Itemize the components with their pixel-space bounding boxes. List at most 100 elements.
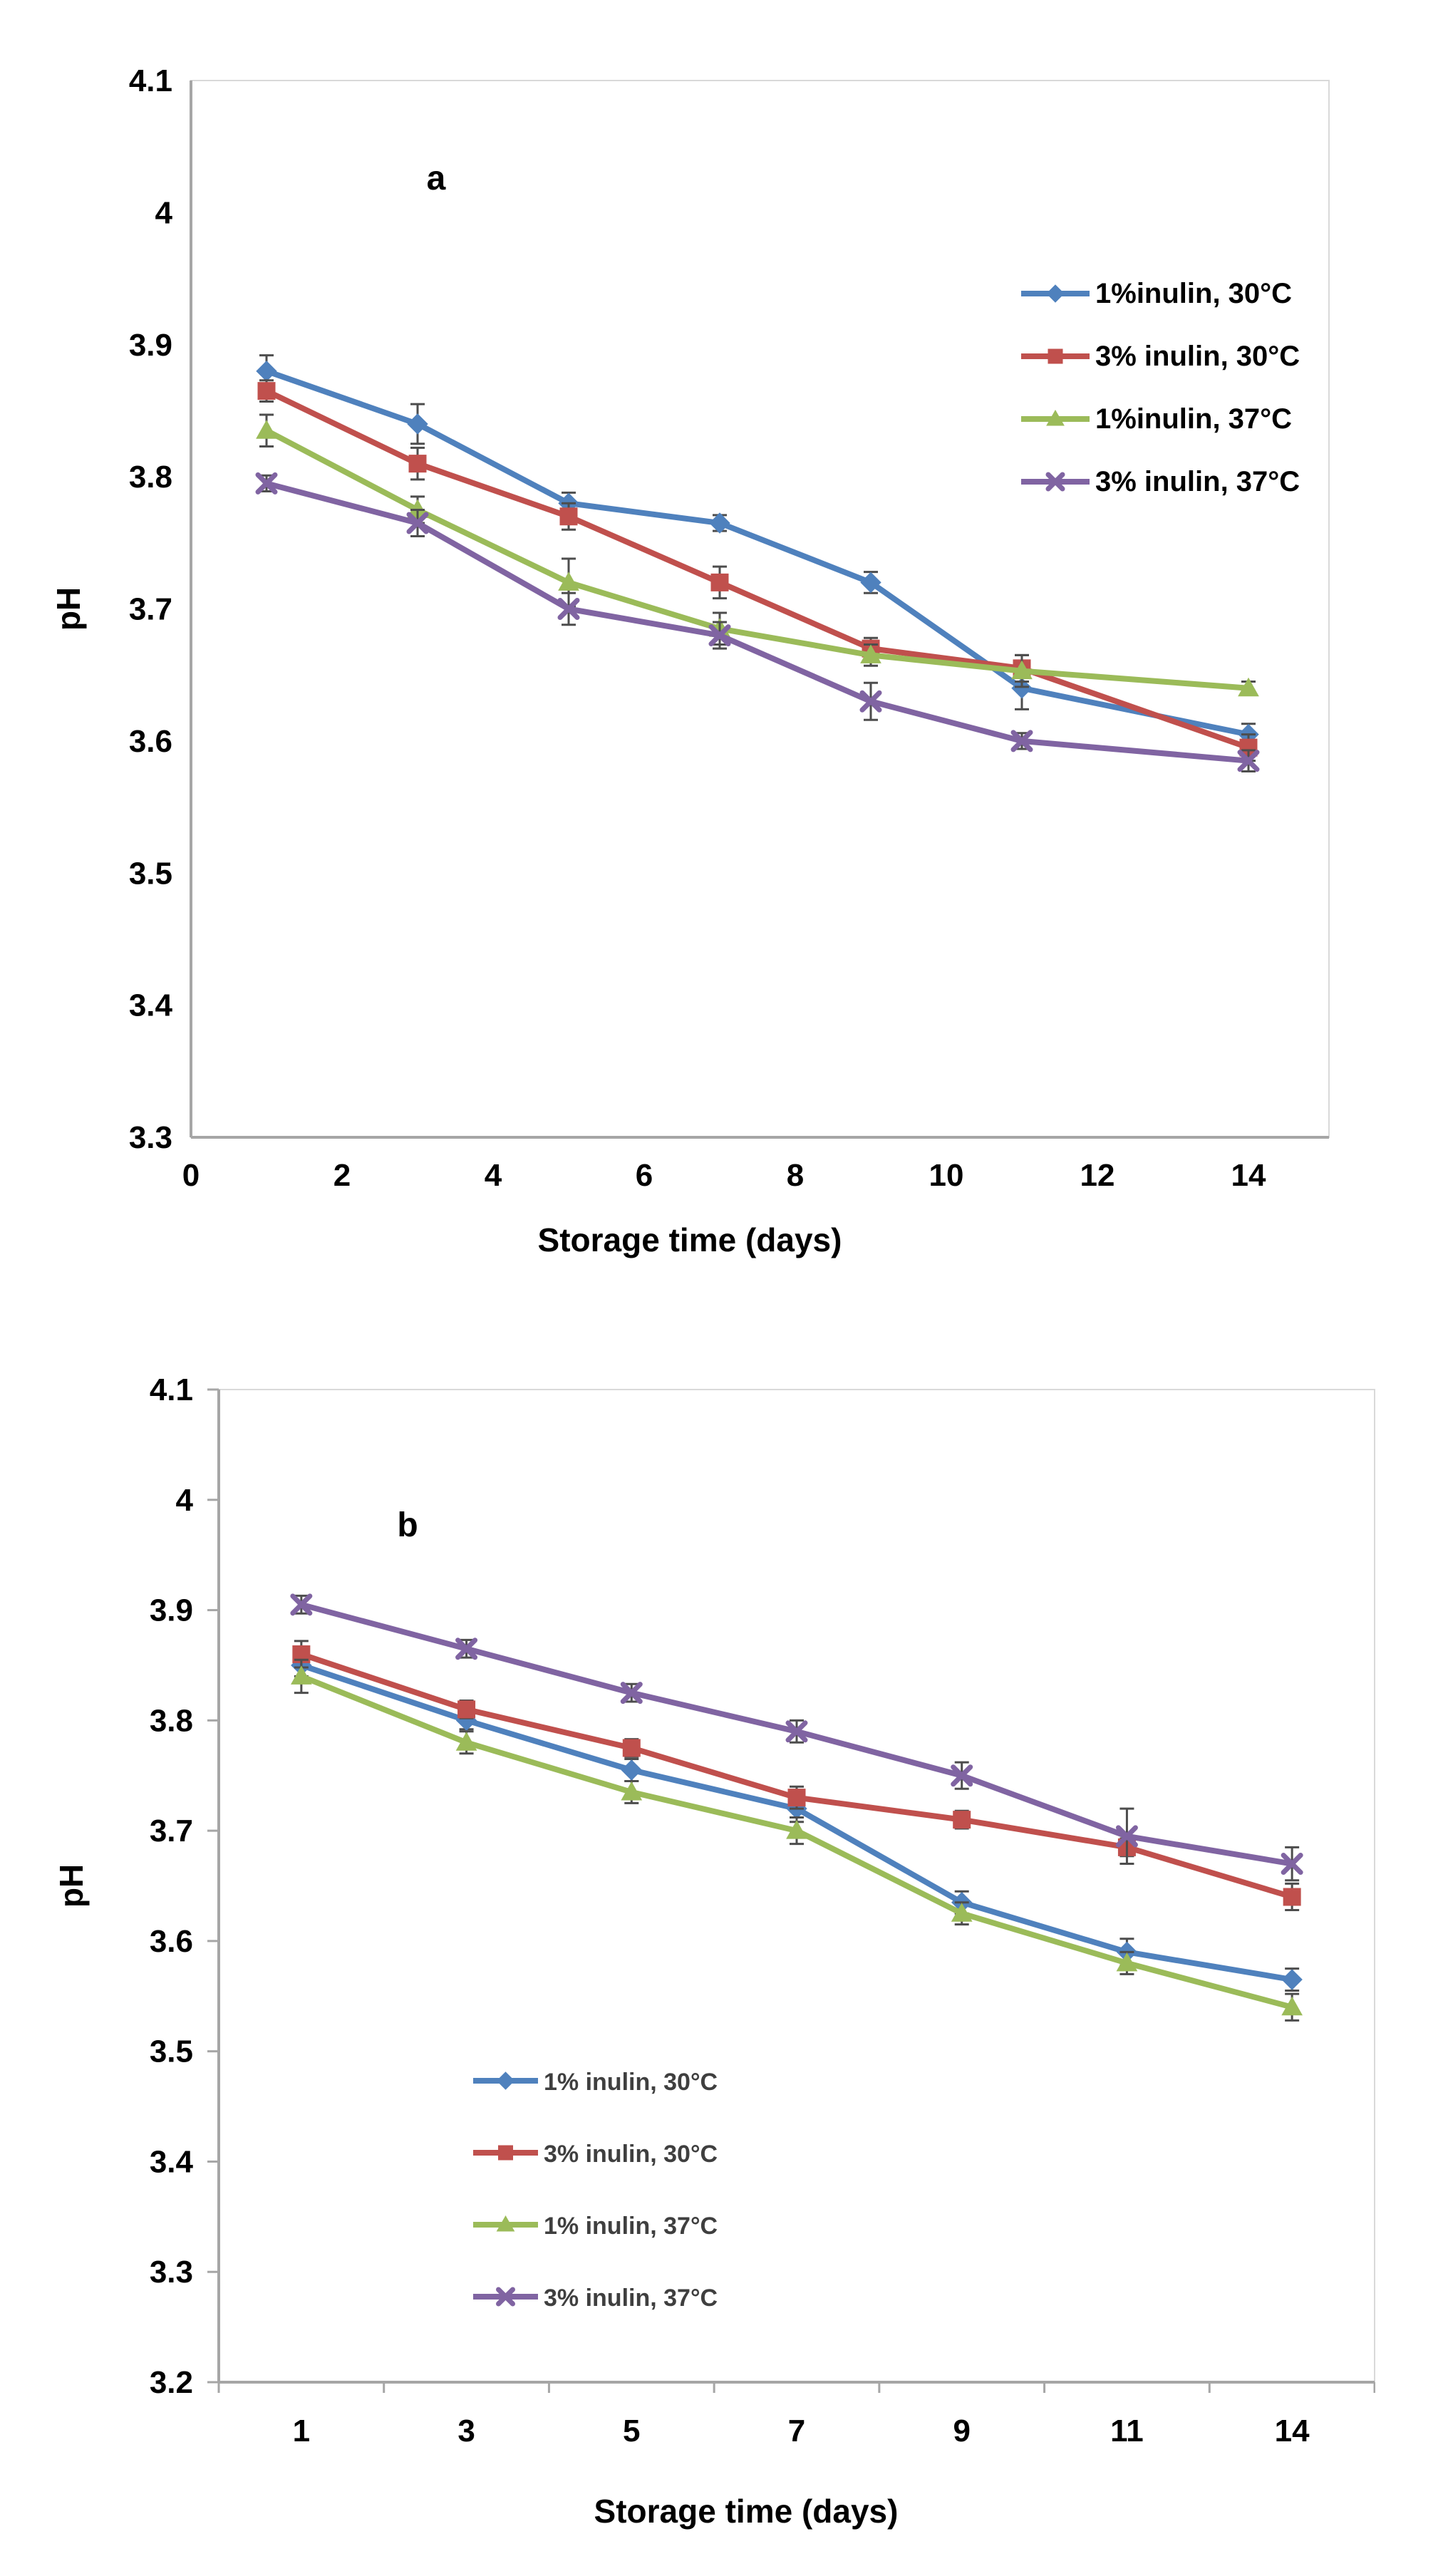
legend-item-label: 3% inulin, 30°C <box>1095 341 1300 372</box>
y-tick-label: 4 <box>155 195 173 230</box>
legend-marker <box>1046 284 1065 303</box>
series-marker <box>1116 1952 1138 1972</box>
y-tick-label: 3.3 <box>150 2255 193 2290</box>
series-marker <box>256 420 277 439</box>
series-marker <box>1281 1853 1303 1876</box>
y-tick-label: 3.7 <box>129 592 172 627</box>
series-marker <box>786 1820 807 1839</box>
chart-a: 3.3 3.4 3.5 3.6 3.7 3.8 3.9 4 4.1 0 2 4 6 8 10 12 14 Stor… <box>36 20 1375 1292</box>
x-tick-label: 10 <box>929 1158 964 1193</box>
series-marker <box>1237 750 1260 772</box>
legend-item-label: 3% inulin, 30°C <box>544 2141 718 2168</box>
y-tick-label: 4.1 <box>129 63 172 98</box>
series-marker <box>407 413 428 435</box>
y-tick-label: 3.9 <box>129 328 172 363</box>
y-tick-label: 3.5 <box>150 2034 193 2069</box>
series-marker <box>1283 1888 1301 1906</box>
y-tick-label: 3.9 <box>150 1593 193 1628</box>
legend-marker <box>496 2215 515 2232</box>
series-marker <box>290 1593 313 1616</box>
y-tick-label: 3.3 <box>129 1120 172 1155</box>
x-tick-label: 14 <box>1231 1158 1266 1193</box>
x-tick-label: 8 <box>787 1158 804 1193</box>
series-marker <box>709 512 730 534</box>
series-marker <box>408 455 427 473</box>
y-tick-label: 3.7 <box>150 1814 193 1848</box>
series-marker <box>708 624 731 647</box>
panel-label: a <box>427 160 446 197</box>
x-tick-label: 12 <box>1080 1158 1115 1193</box>
x-tick-label: 7 <box>788 2414 805 2448</box>
series-marker <box>557 598 580 620</box>
series-marker <box>1281 1996 1303 2016</box>
series-marker <box>457 1700 476 1719</box>
y-tick-label: 3.6 <box>150 1924 193 1959</box>
series-marker <box>621 1781 643 1801</box>
plot-border <box>218 1389 1375 2383</box>
x-tick-label: 11 <box>1110 2414 1144 2448</box>
series-line <box>298 1651 1295 1900</box>
x-tick-label: 4 <box>485 1158 502 1193</box>
series-marker <box>859 690 882 713</box>
y-tick-label: 3.4 <box>129 988 173 1023</box>
series-marker <box>1011 660 1033 680</box>
series-marker <box>787 1789 806 1807</box>
x-tick-label: 9 <box>953 2414 970 2448</box>
series-marker <box>953 1811 971 1829</box>
series-marker <box>785 1720 808 1743</box>
legend-marker <box>1046 409 1065 426</box>
legend-item-label: 3% inulin, 37°C <box>1095 466 1300 497</box>
series-marker <box>558 571 579 591</box>
series-marker <box>1011 678 1033 699</box>
series-marker <box>1238 677 1259 697</box>
y-tick-label: 4.1 <box>150 1372 193 1407</box>
x-tick-label: 5 <box>623 2414 640 2448</box>
y-tick-label: 3.6 <box>129 724 172 759</box>
y-tick-label: 4 <box>176 1483 194 1518</box>
series-marker <box>951 1903 973 1922</box>
x-tick-label: 3 <box>457 2414 475 2448</box>
chart-b-svg: 3.2 3.3 3.4 3.5 3.6 3.7 3.8 3.9 4 4.1 1 3 5 7 9 11 14 Sto… <box>53 1372 1376 2530</box>
x-tick-label: 1 <box>293 2414 310 2448</box>
legend-item-label: 1% inulin, 30°C <box>544 2069 718 2096</box>
y-axis-title: pH <box>50 587 87 631</box>
y-axis-title: pH <box>53 1864 90 1908</box>
legend-item-label: 1%inulin, 30°C <box>1095 278 1292 309</box>
series-marker <box>255 472 278 495</box>
y-tick-label: 3.5 <box>129 856 172 891</box>
legend-marker <box>1048 348 1063 364</box>
series-marker <box>1010 730 1033 752</box>
series-marker <box>455 1732 477 1751</box>
plot-border <box>190 80 1330 1138</box>
chart-a-svg: 3.3 3.4 3.5 3.6 3.7 3.8 3.9 4 4.1 0 2 4 6 8 10 12 14 Stor… <box>50 63 1330 1258</box>
series-marker <box>1115 1825 1138 1848</box>
legend-item-label: 1%inulin, 37°C <box>1095 403 1292 435</box>
x-axis-title: Storage time (days) <box>538 1221 842 1258</box>
legend-marker <box>496 2071 515 2090</box>
series-marker <box>620 1682 643 1705</box>
legend-marker <box>1045 472 1065 492</box>
legend-item-label: 3% inulin, 37°C <box>544 2285 718 2312</box>
series-marker <box>1281 1969 1303 1990</box>
y-tick-label: 3.4 <box>150 2144 194 2179</box>
series-marker <box>860 571 881 594</box>
y-tick-label: 3.8 <box>129 460 172 495</box>
legend-marker <box>498 2145 513 2161</box>
series-marker <box>455 1638 478 1660</box>
series-marker <box>256 361 277 382</box>
x-tick-label: 6 <box>636 1158 653 1193</box>
series-marker <box>951 1764 973 1787</box>
chart-b: 3.2 3.3 3.4 3.5 3.6 3.7 3.8 3.9 4 4.1 1 3 5 7 9 11 14 Sto… <box>36 1310 1376 2560</box>
y-tick-label: 3.8 <box>150 1703 193 1738</box>
series-marker <box>621 1759 642 1781</box>
series-marker <box>257 382 276 400</box>
series-marker <box>860 644 881 663</box>
panel-label: b <box>397 1506 418 1544</box>
x-tick-label: 0 <box>182 1158 200 1193</box>
series-marker <box>622 1739 641 1757</box>
series-marker <box>710 573 729 591</box>
x-tick-label: 14 <box>1275 2414 1310 2448</box>
legend-item-label: 1% inulin, 37°C <box>544 2213 718 2240</box>
legend-marker <box>496 2287 515 2307</box>
